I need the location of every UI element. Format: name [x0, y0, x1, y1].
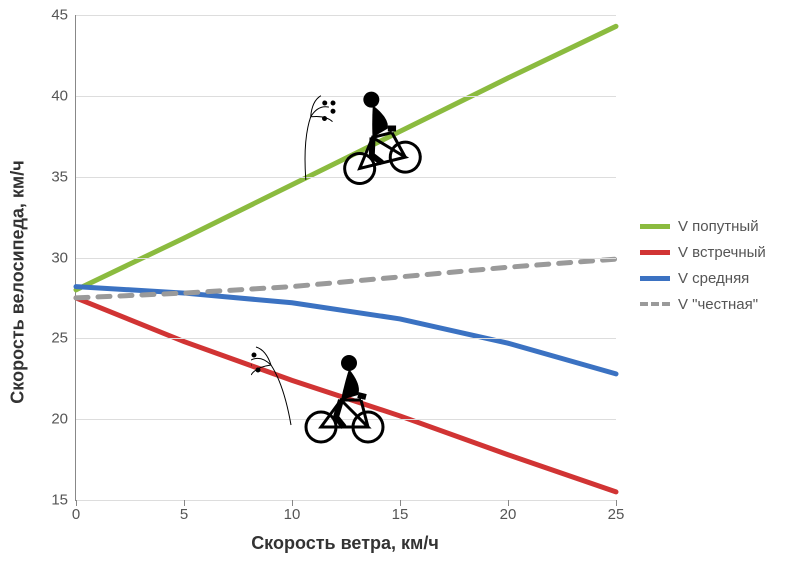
legend-swatch [640, 302, 670, 306]
legend-label: V попутный [678, 218, 759, 235]
y-tick-label: 35 [51, 168, 68, 185]
y-tick-label: 15 [51, 492, 68, 509]
chart-container: Скорость велосипеда, км/ч 15202530354045… [0, 0, 800, 564]
y-tick-label: 40 [51, 87, 68, 104]
grid-line [76, 258, 616, 259]
legend-swatch [640, 276, 670, 281]
legend-item-headwind: V встречный [640, 242, 766, 262]
legend: V попутный V встречный V средняя V "честная… [640, 210, 766, 320]
legend-item-average: V средняя [640, 268, 766, 288]
cyclist-headwind-icon [251, 335, 371, 445]
y-tick-label: 25 [51, 330, 68, 347]
y-tick-label: 30 [51, 249, 68, 266]
x-tick-label: 15 [392, 506, 409, 523]
legend-label: V средняя [678, 270, 749, 287]
y-axis-label: Скорость велосипеда, км/ч [8, 160, 29, 403]
x-tick-label: 5 [180, 506, 188, 523]
x-tick-label: 20 [500, 506, 517, 523]
y-tick-label: 45 [51, 7, 68, 24]
grid-line [76, 15, 616, 16]
legend-label: V "честная" [678, 296, 758, 313]
x-tick-label: 0 [72, 506, 80, 523]
legend-label: V встречный [678, 244, 766, 261]
legend-item-fair: V "честная" [640, 294, 766, 314]
x-tick-label: 25 [608, 506, 625, 523]
legend-swatch [640, 250, 670, 255]
grid-line [76, 500, 616, 501]
plot-area: 15202530354045 0510152025 [75, 15, 616, 501]
x-axis-label: Скорость ветра, км/ч [251, 533, 439, 554]
x-tick-label: 10 [284, 506, 301, 523]
y-tick-label: 20 [51, 411, 68, 428]
legend-swatch [640, 224, 670, 229]
legend-item-tailwind: V попутный [640, 216, 766, 236]
